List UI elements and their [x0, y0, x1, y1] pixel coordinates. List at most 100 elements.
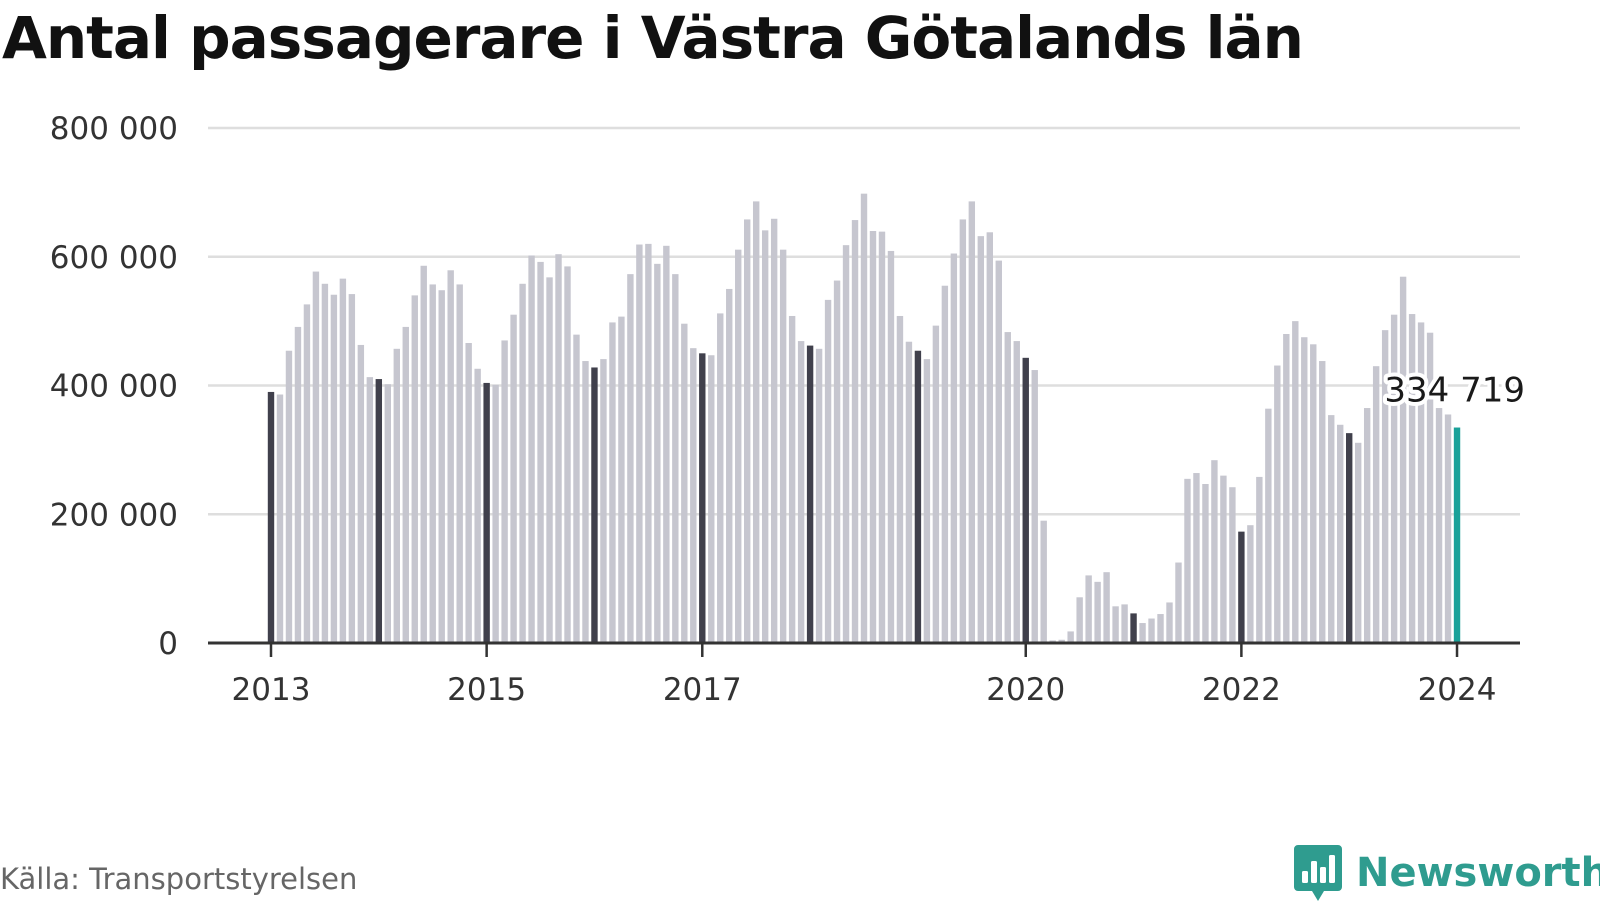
bar [726, 288, 733, 643]
bar [905, 341, 913, 643]
bar [815, 348, 823, 643]
brand-name: Newsworthy [1356, 850, 1600, 896]
bar [294, 326, 302, 643]
bar [1139, 623, 1146, 643]
bar [276, 394, 284, 643]
bar [752, 201, 760, 643]
bar [384, 384, 392, 643]
bar [708, 355, 715, 643]
bar [1301, 337, 1308, 643]
bar [968, 201, 976, 643]
bar [582, 361, 589, 643]
bar [528, 255, 535, 643]
bar [1363, 408, 1371, 643]
bar [932, 325, 940, 643]
bar [1211, 460, 1218, 643]
bar [1265, 408, 1272, 643]
bar [1202, 483, 1209, 643]
bar [1121, 604, 1128, 643]
bar [896, 315, 904, 643]
bar-january [699, 353, 706, 643]
bar [555, 254, 562, 644]
bar [1399, 276, 1407, 643]
bar-january [1238, 531, 1245, 643]
bar [600, 359, 607, 643]
bar [797, 341, 805, 643]
bar [411, 295, 418, 643]
bar [348, 294, 356, 643]
bar [1040, 520, 1047, 643]
bar-january [1346, 433, 1353, 643]
x-tick-label: 2013 [232, 672, 311, 708]
bar-january [591, 367, 598, 643]
bar [564, 266, 571, 643]
bar [393, 348, 400, 643]
bar [1031, 370, 1038, 643]
bar [330, 294, 338, 643]
bar [492, 384, 499, 643]
bar [1166, 602, 1173, 643]
bar [1004, 332, 1011, 643]
bar-january [267, 391, 275, 643]
bar [977, 236, 985, 643]
bar [681, 323, 688, 643]
bar [717, 313, 724, 643]
bar [1372, 366, 1380, 643]
bar [672, 274, 679, 643]
bar [537, 261, 544, 643]
x-tick-label: 2020 [986, 672, 1065, 708]
bar [1013, 341, 1020, 643]
bar [402, 326, 409, 643]
bar [654, 263, 661, 643]
bar [501, 340, 508, 643]
x-tick-label: 2015 [447, 672, 526, 708]
bar [1220, 475, 1227, 643]
bar [842, 245, 850, 643]
bar [285, 350, 293, 643]
bar [824, 299, 832, 643]
bar [788, 315, 796, 643]
x-tick-label: 2024 [1418, 672, 1497, 708]
bar [321, 283, 329, 643]
y-tick-label: 400 000 [50, 369, 178, 405]
bar [1390, 314, 1398, 643]
bar [339, 278, 347, 643]
bar [923, 359, 931, 643]
x-axis: 2013 2015 2017 2020 2022 2024 [232, 643, 1497, 708]
bar-january [483, 382, 490, 643]
bar-latest [1453, 427, 1461, 643]
bar [519, 283, 526, 643]
bar [1274, 365, 1281, 643]
bar [1292, 321, 1299, 643]
bar [510, 314, 517, 643]
bar [761, 230, 769, 643]
bar [1337, 424, 1344, 643]
bar [618, 316, 625, 643]
bar [663, 245, 670, 643]
bar [851, 220, 859, 643]
bar [995, 260, 1002, 643]
y-tick-label: 0 [158, 626, 178, 662]
bar [735, 249, 742, 643]
bar [1328, 415, 1335, 643]
bar [303, 304, 311, 643]
bar [1256, 476, 1263, 643]
bar [1157, 614, 1164, 643]
bar [690, 348, 697, 643]
brand-logo: Newsworthy [1292, 843, 1600, 903]
bar [312, 271, 320, 643]
bar [1247, 525, 1254, 643]
bar [1076, 597, 1083, 643]
bar [1112, 606, 1119, 643]
bar [1381, 330, 1389, 643]
bar [1426, 332, 1434, 643]
bar [645, 243, 652, 643]
bar [1058, 639, 1065, 643]
bar-january [375, 379, 383, 643]
bar [1175, 562, 1182, 643]
bar [456, 284, 463, 643]
bar [950, 253, 958, 643]
bar [1085, 575, 1092, 643]
bar [959, 219, 967, 643]
